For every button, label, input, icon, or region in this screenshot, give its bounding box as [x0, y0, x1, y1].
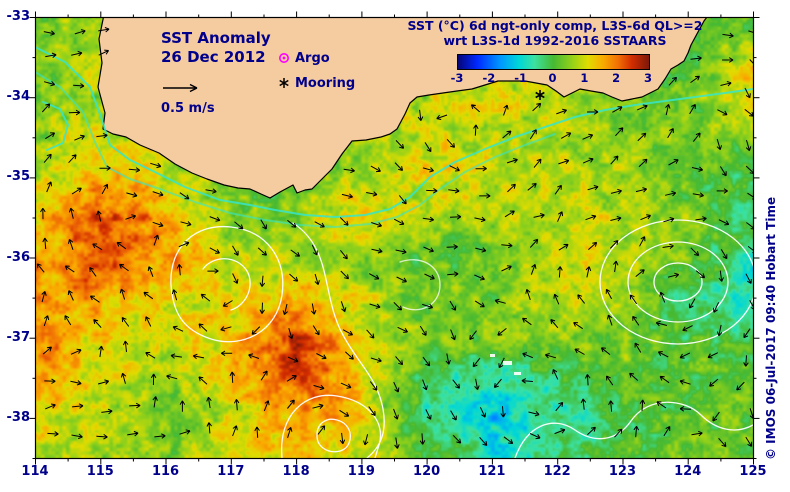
- product-title-line1: SST (°C) 6d ngt-only comp, L3S-6d QL>=2: [407, 18, 703, 33]
- colorbar-tick-label: -2: [482, 71, 496, 85]
- colorbar-tick-label: 3: [643, 71, 652, 85]
- colorbar: -3 -2 -1 0 1 2 3: [451, 54, 652, 94]
- x-tick-label: 121: [478, 464, 506, 479]
- map-plot-area: SST Anomaly 26 Dec 2012 0.5 m/s Argo Moo…: [35, 17, 753, 458]
- y-tick-label: -33: [6, 9, 31, 24]
- colorbar-tick-label: -3: [450, 71, 464, 85]
- ssh-contour-ring: [599, 219, 753, 345]
- ssh-contours: [170, 219, 753, 458]
- y-tick-label: -37: [6, 329, 31, 345]
- legend-label-argo: Argo: [295, 51, 330, 66]
- colorbar-tick-label: 0: [548, 71, 557, 85]
- ssh-contour-ring: [627, 241, 729, 323]
- colorbar-tick-label: -1: [514, 71, 528, 85]
- x-tick-label: 114: [21, 464, 49, 479]
- legend-label-mooring: Mooring: [295, 76, 356, 91]
- colorbar-tick-label: 2: [612, 71, 621, 85]
- y-tick-label: -36: [6, 249, 31, 265]
- cloud-gap: [514, 372, 521, 375]
- shelf-front-eddy: [42, 101, 69, 151]
- ssh-contour-ring: [653, 262, 703, 302]
- ssh-contour: [202, 258, 251, 311]
- colorbar-tick-labels: -3 -2 -1 0 1 2 3: [451, 71, 652, 87]
- product-title: SST (°C) 6d ngt-only comp, L3S-6d QL>=2 …: [350, 18, 760, 48]
- x-tick-label: 118: [282, 464, 310, 479]
- product-title-line2: wrt L3S-1d 1992-2016 SSTAARS: [443, 33, 667, 48]
- cloud-gap-specks: [490, 354, 521, 375]
- x-tick-label: 125: [739, 464, 767, 479]
- x-tick-label: 117: [217, 464, 245, 479]
- x-tick-label: 120: [413, 464, 441, 479]
- x-tick-label: 122: [543, 464, 571, 479]
- map-title-text: SST Anomaly: [161, 29, 271, 47]
- x-tick-label: 124: [674, 464, 702, 479]
- map-title: SST Anomaly 26 Dec 2012: [161, 29, 271, 67]
- colorbar-tick-label: 1: [580, 71, 589, 85]
- vector-scale-label: 0.5 m/s: [161, 101, 215, 116]
- y-tick-label: -38: [6, 409, 31, 425]
- imos-watermark: © IMOS 06-Jul-2017 09:40 Hobart Time: [764, 196, 778, 460]
- x-tick-label: 119: [347, 464, 375, 479]
- y-tick-label: -35: [6, 169, 31, 185]
- ssh-contour: [281, 394, 382, 458]
- colorbar-gradient: [457, 54, 650, 70]
- x-tick-label: 116: [151, 464, 180, 479]
- map-date-text: 26 Dec 2012: [161, 48, 266, 66]
- x-tick-label: 123: [608, 464, 637, 479]
- x-tick-label: 115: [86, 464, 114, 479]
- ssh-contour: [399, 259, 441, 311]
- cloud-gap: [503, 361, 512, 365]
- ssh-contour: [514, 401, 753, 458]
- ssh-contour: [292, 222, 385, 458]
- cloud-gap: [490, 354, 495, 357]
- ssh-contour: [316, 418, 352, 453]
- y-tick-label: -34: [6, 89, 31, 105]
